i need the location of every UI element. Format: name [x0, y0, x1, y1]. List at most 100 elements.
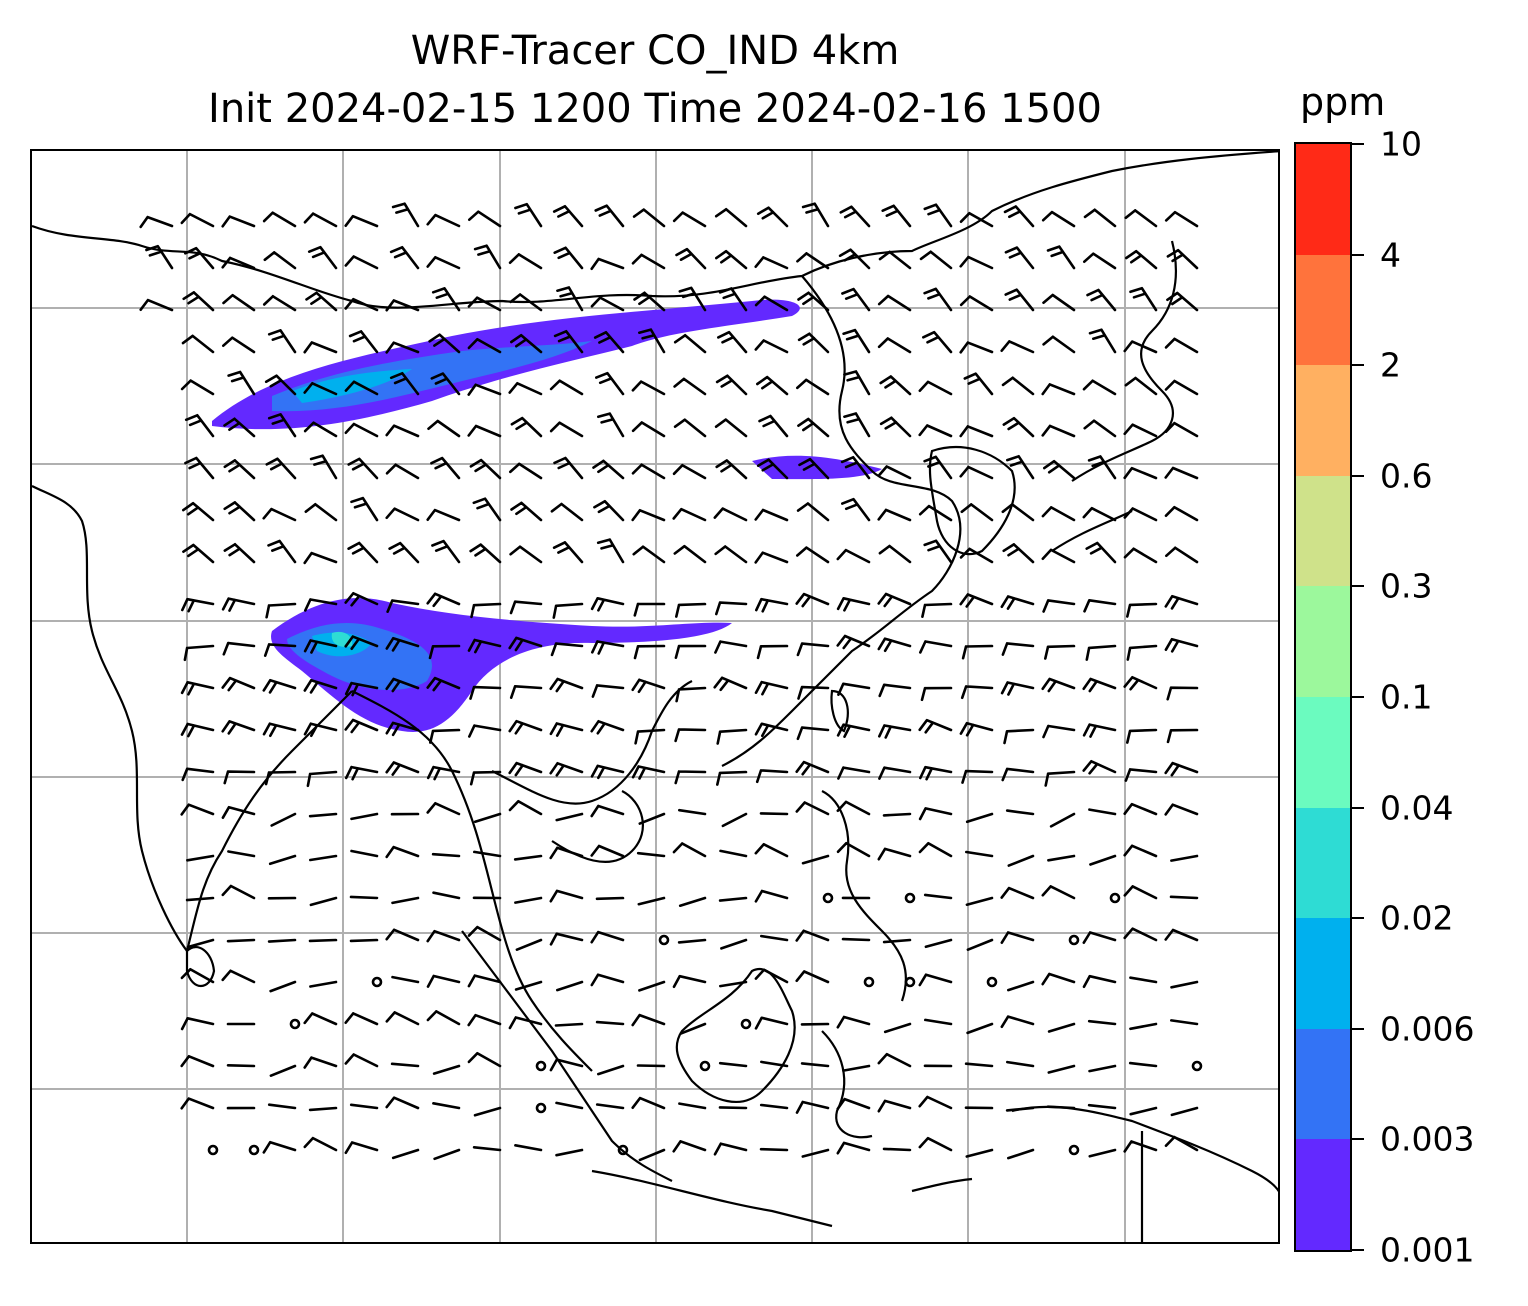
wind-barb — [1123, 802, 1158, 816]
wind-barb — [637, 896, 666, 906]
wind-barb — [267, 539, 297, 564]
wind-barb — [634, 728, 666, 745]
wind-barb — [714, 418, 748, 438]
wind-barb — [349, 938, 379, 943]
wind-barb — [426, 213, 461, 228]
coast-sumatra — [461, 930, 673, 1182]
wind-barb — [303, 639, 338, 654]
wind-barb — [836, 800, 871, 816]
wind-barb — [838, 248, 871, 270]
wind-barb — [718, 1061, 748, 1068]
wind-barb — [303, 341, 338, 354]
wind-barb — [467, 974, 502, 988]
wind-barb — [1082, 506, 1117, 522]
wind-barb — [304, 503, 338, 522]
wind-barb — [924, 1018, 953, 1026]
wind-barb — [554, 1022, 584, 1027]
wind-barb — [221, 806, 256, 819]
wind-barb — [591, 684, 625, 698]
wind-barb — [555, 812, 584, 822]
wind-barb — [1164, 505, 1199, 522]
colorbar-tick-label: 0.02 — [1380, 898, 1454, 938]
calm-wind-circle — [248, 1144, 260, 1156]
wind-barb — [795, 1100, 830, 1114]
wind-barb — [631, 765, 666, 780]
wind-barb — [432, 1064, 461, 1075]
wind-barb — [754, 680, 789, 696]
wind-barb — [1170, 1106, 1199, 1117]
colorbar-tick-label: 2 — [1380, 345, 1401, 385]
wind-barb — [836, 597, 871, 612]
wind-barb — [1123, 423, 1158, 438]
wind-barb — [1088, 808, 1117, 816]
wind-barb — [515, 938, 543, 951]
wind-barb — [269, 980, 297, 993]
wind-barb — [349, 1103, 379, 1110]
wind-barb — [303, 679, 338, 694]
wind-barb — [1123, 340, 1158, 354]
wind-barb — [632, 208, 666, 228]
wind-barb — [267, 1103, 297, 1110]
wind-barb — [878, 683, 912, 698]
wind-barb — [923, 539, 953, 564]
wind-barb — [877, 294, 912, 312]
wind-barb — [469, 458, 502, 480]
wind-barb — [226, 1064, 256, 1068]
wind-barb — [1164, 210, 1199, 228]
wind-barb — [836, 548, 871, 564]
wind-barb — [222, 641, 256, 656]
wind-barb — [1123, 927, 1158, 942]
wind-barb — [963, 372, 994, 396]
wind-barb — [1000, 595, 1035, 610]
wind-barb — [1003, 205, 1035, 228]
wind-barb — [674, 644, 707, 659]
wind-barb — [549, 889, 584, 903]
wind-barb — [842, 328, 871, 354]
wind-barb — [344, 718, 379, 734]
wind-barb — [1124, 768, 1158, 782]
wind-barb — [959, 425, 994, 438]
coastlines — [32, 151, 1278, 1242]
wind-barb — [673, 334, 707, 354]
wind-barb — [430, 372, 461, 396]
wind-barb — [549, 379, 584, 396]
wind-barb — [796, 502, 830, 522]
wind-barb — [303, 421, 338, 438]
wind-barb — [754, 889, 789, 903]
wind-barb — [715, 601, 748, 616]
wind-barb — [918, 504, 953, 522]
colorbar-segment — [1296, 586, 1350, 697]
wind-barb — [678, 286, 707, 312]
wind-barb — [755, 769, 789, 784]
wind-barb — [514, 1144, 543, 1152]
calm-wind-circle — [1191, 1060, 1203, 1072]
wind-barb — [719, 849, 748, 858]
map-title: WRF-Tracer CO_IND 4km — [410, 28, 900, 74]
wind-barb — [754, 256, 789, 270]
wind-barb — [1043, 459, 1076, 480]
wind-barb — [597, 412, 625, 438]
wind-barb — [145, 244, 174, 270]
wind-barb — [754, 1016, 789, 1030]
wind-barb — [1082, 760, 1117, 775]
wind-barb — [552, 205, 584, 228]
wind-barb — [836, 1141, 871, 1155]
wind-barb — [427, 419, 461, 438]
wind-barb — [879, 416, 912, 438]
wind-barb — [918, 718, 953, 734]
wind-barb — [182, 501, 215, 522]
wind-barb — [1129, 1106, 1158, 1116]
wind-barb — [1123, 676, 1158, 691]
coast-taiwan — [830, 689, 849, 733]
colorbar-tick-mark — [1352, 253, 1364, 256]
wind-barb — [883, 1022, 912, 1034]
wind-barb — [226, 938, 256, 943]
wind-barb — [1044, 644, 1076, 660]
wind-barb — [631, 421, 666, 438]
wind-barb — [841, 937, 871, 942]
wind-barb — [180, 1055, 215, 1068]
wind-barb — [262, 1140, 297, 1154]
calm-wind-circle — [617, 1144, 629, 1156]
wind-barb — [1082, 723, 1117, 738]
wind-barb — [959, 295, 994, 312]
